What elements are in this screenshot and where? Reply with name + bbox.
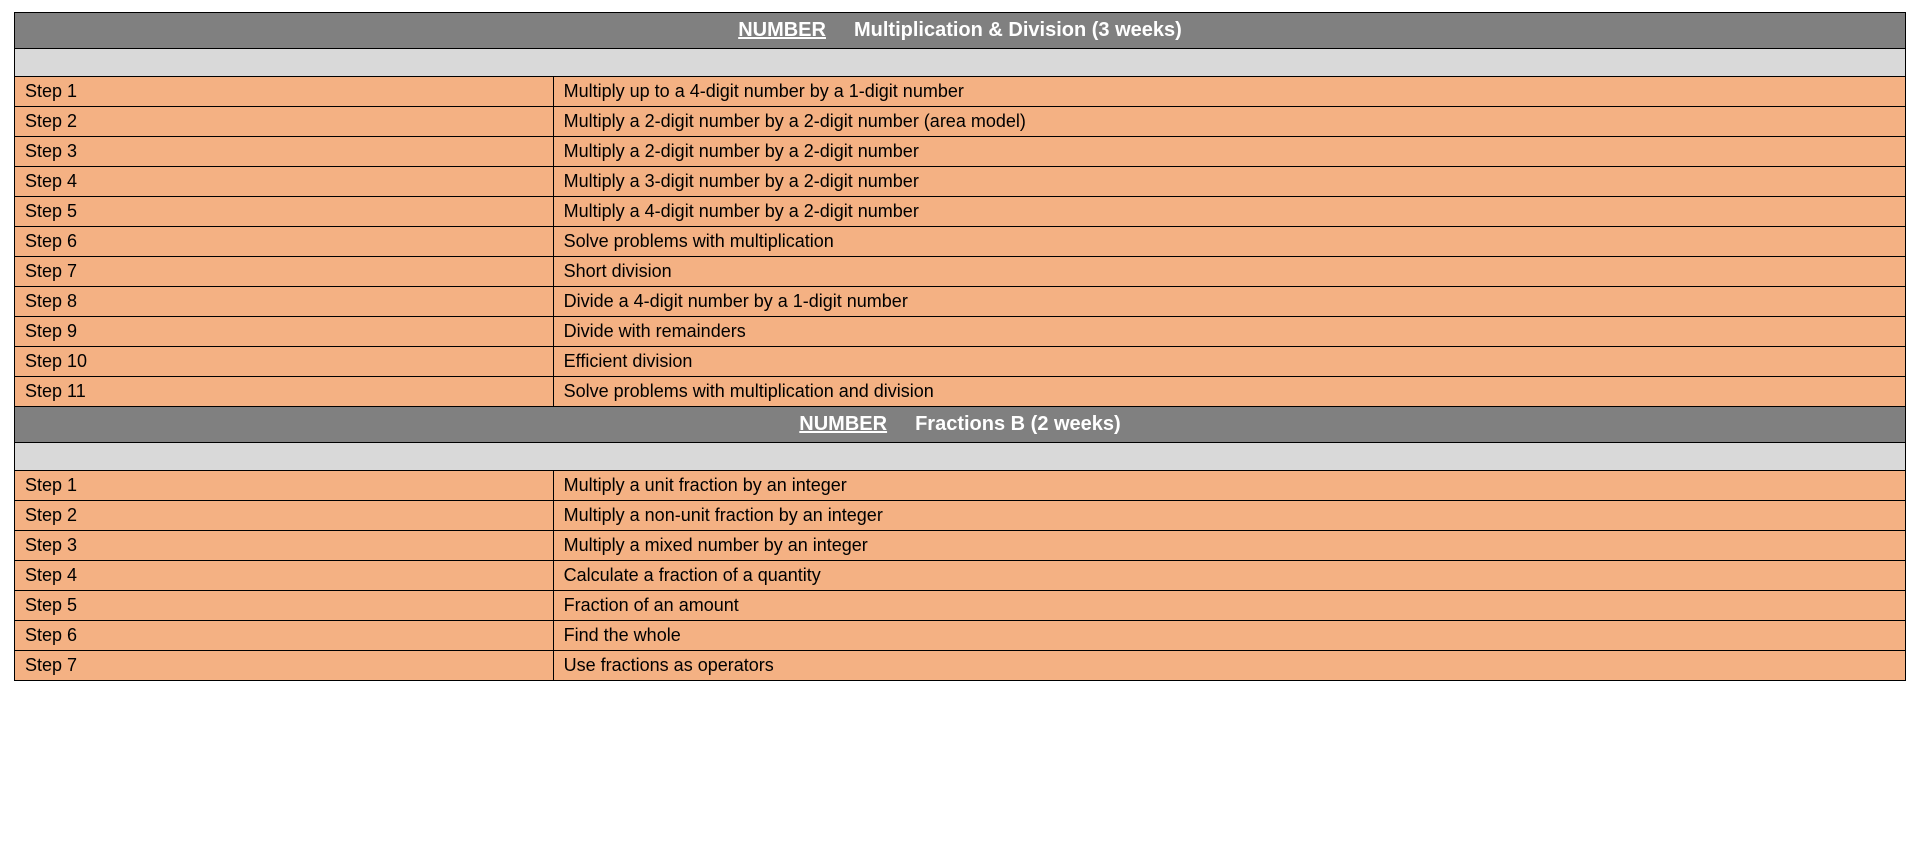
step-cell: Step 4 — [15, 167, 554, 196]
step-cell: Step 6 — [15, 227, 554, 256]
table-row: Step 7 Short division — [15, 257, 1905, 287]
table-row: Step 3 Multiply a mixed number by an int… — [15, 531, 1905, 561]
table-row: Step 5 Fraction of an amount — [15, 591, 1905, 621]
table-row: Step 8 Divide a 4-digit number by a 1-di… — [15, 287, 1905, 317]
step-cell: Step 2 — [15, 501, 554, 530]
desc-cell: Find the whole — [554, 621, 1905, 650]
step-cell: Step 2 — [15, 107, 554, 136]
step-cell: Step 1 — [15, 77, 554, 106]
step-cell: Step 7 — [15, 651, 554, 680]
desc-cell: Solve problems with multiplication and d… — [554, 377, 1905, 406]
desc-cell: Fraction of an amount — [554, 591, 1905, 620]
table-row: Step 3 Multiply a 2-digit number by a 2-… — [15, 137, 1905, 167]
section-header-title: Multiplication & Division (3 weeks) — [854, 19, 1182, 41]
desc-cell: Multiply a 2-digit number by a 2-digit n… — [554, 107, 1905, 136]
desc-cell: Short division — [554, 257, 1905, 286]
curriculum-table: NUMBER Multiplication & Division (3 weeks… — [14, 12, 1906, 681]
desc-cell: Multiply a mixed number by an integer — [554, 531, 1905, 560]
table-row: Step 9 Divide with remainders — [15, 317, 1905, 347]
step-cell: Step 9 — [15, 317, 554, 346]
desc-cell: Multiply a 2-digit number by a 2-digit n… — [554, 137, 1905, 166]
section-header-title: Fractions B (2 weeks) — [915, 413, 1121, 435]
desc-cell: Divide with remainders — [554, 317, 1905, 346]
desc-cell: Use fractions as operators — [554, 651, 1905, 680]
table-row: Step 2 Multiply a 2-digit number by a 2-… — [15, 107, 1905, 137]
table-row: Step 7 Use fractions as operators — [15, 651, 1905, 680]
step-cell: Step 1 — [15, 471, 554, 500]
step-cell: Step 11 — [15, 377, 554, 406]
table-row: Step 11 Solve problems with multiplicati… — [15, 377, 1905, 407]
step-cell: Step 6 — [15, 621, 554, 650]
step-cell: Step 3 — [15, 137, 554, 166]
desc-cell: Multiply a unit fraction by an integer — [554, 471, 1905, 500]
table-row: Step 5 Multiply a 4-digit number by a 2-… — [15, 197, 1905, 227]
table-row: Step 1 Multiply a unit fraction by an in… — [15, 471, 1905, 501]
desc-cell: Solve problems with multiplication — [554, 227, 1905, 256]
section-header: NUMBER Fractions B (2 weeks) — [15, 407, 1905, 443]
step-cell: Step 5 — [15, 197, 554, 226]
desc-cell: Multiply a 4-digit number by a 2-digit n… — [554, 197, 1905, 226]
table-row: Step 2 Multiply a non-unit fraction by a… — [15, 501, 1905, 531]
desc-cell: Multiply a 3-digit number by a 2-digit n… — [554, 167, 1905, 196]
table-row: Step 4 Multiply a 3-digit number by a 2-… — [15, 167, 1905, 197]
table-row: Step 1 Multiply up to a 4-digit number b… — [15, 77, 1905, 107]
spacer-row — [15, 49, 1905, 77]
desc-cell: Calculate a fraction of a quantity — [554, 561, 1905, 590]
table-row: Step 10 Efficient division — [15, 347, 1905, 377]
desc-cell: Multiply up to a 4-digit number by a 1-d… — [554, 77, 1905, 106]
desc-cell: Efficient division — [554, 347, 1905, 376]
step-cell: Step 4 — [15, 561, 554, 590]
table-row: Step 6 Solve problems with multiplicatio… — [15, 227, 1905, 257]
step-cell: Step 8 — [15, 287, 554, 316]
step-cell: Step 7 — [15, 257, 554, 286]
step-cell: Step 3 — [15, 531, 554, 560]
table-row: Step 6 Find the whole — [15, 621, 1905, 651]
section-header-label: NUMBER — [799, 413, 887, 435]
desc-cell: Divide a 4-digit number by a 1-digit num… — [554, 287, 1905, 316]
step-cell: Step 10 — [15, 347, 554, 376]
desc-cell: Multiply a non-unit fraction by an integ… — [554, 501, 1905, 530]
table-row: Step 4 Calculate a fraction of a quantit… — [15, 561, 1905, 591]
section-header-label: NUMBER — [738, 19, 826, 41]
spacer-row — [15, 443, 1905, 471]
step-cell: Step 5 — [15, 591, 554, 620]
section-header: NUMBER Multiplication & Division (3 weeks… — [15, 13, 1905, 49]
